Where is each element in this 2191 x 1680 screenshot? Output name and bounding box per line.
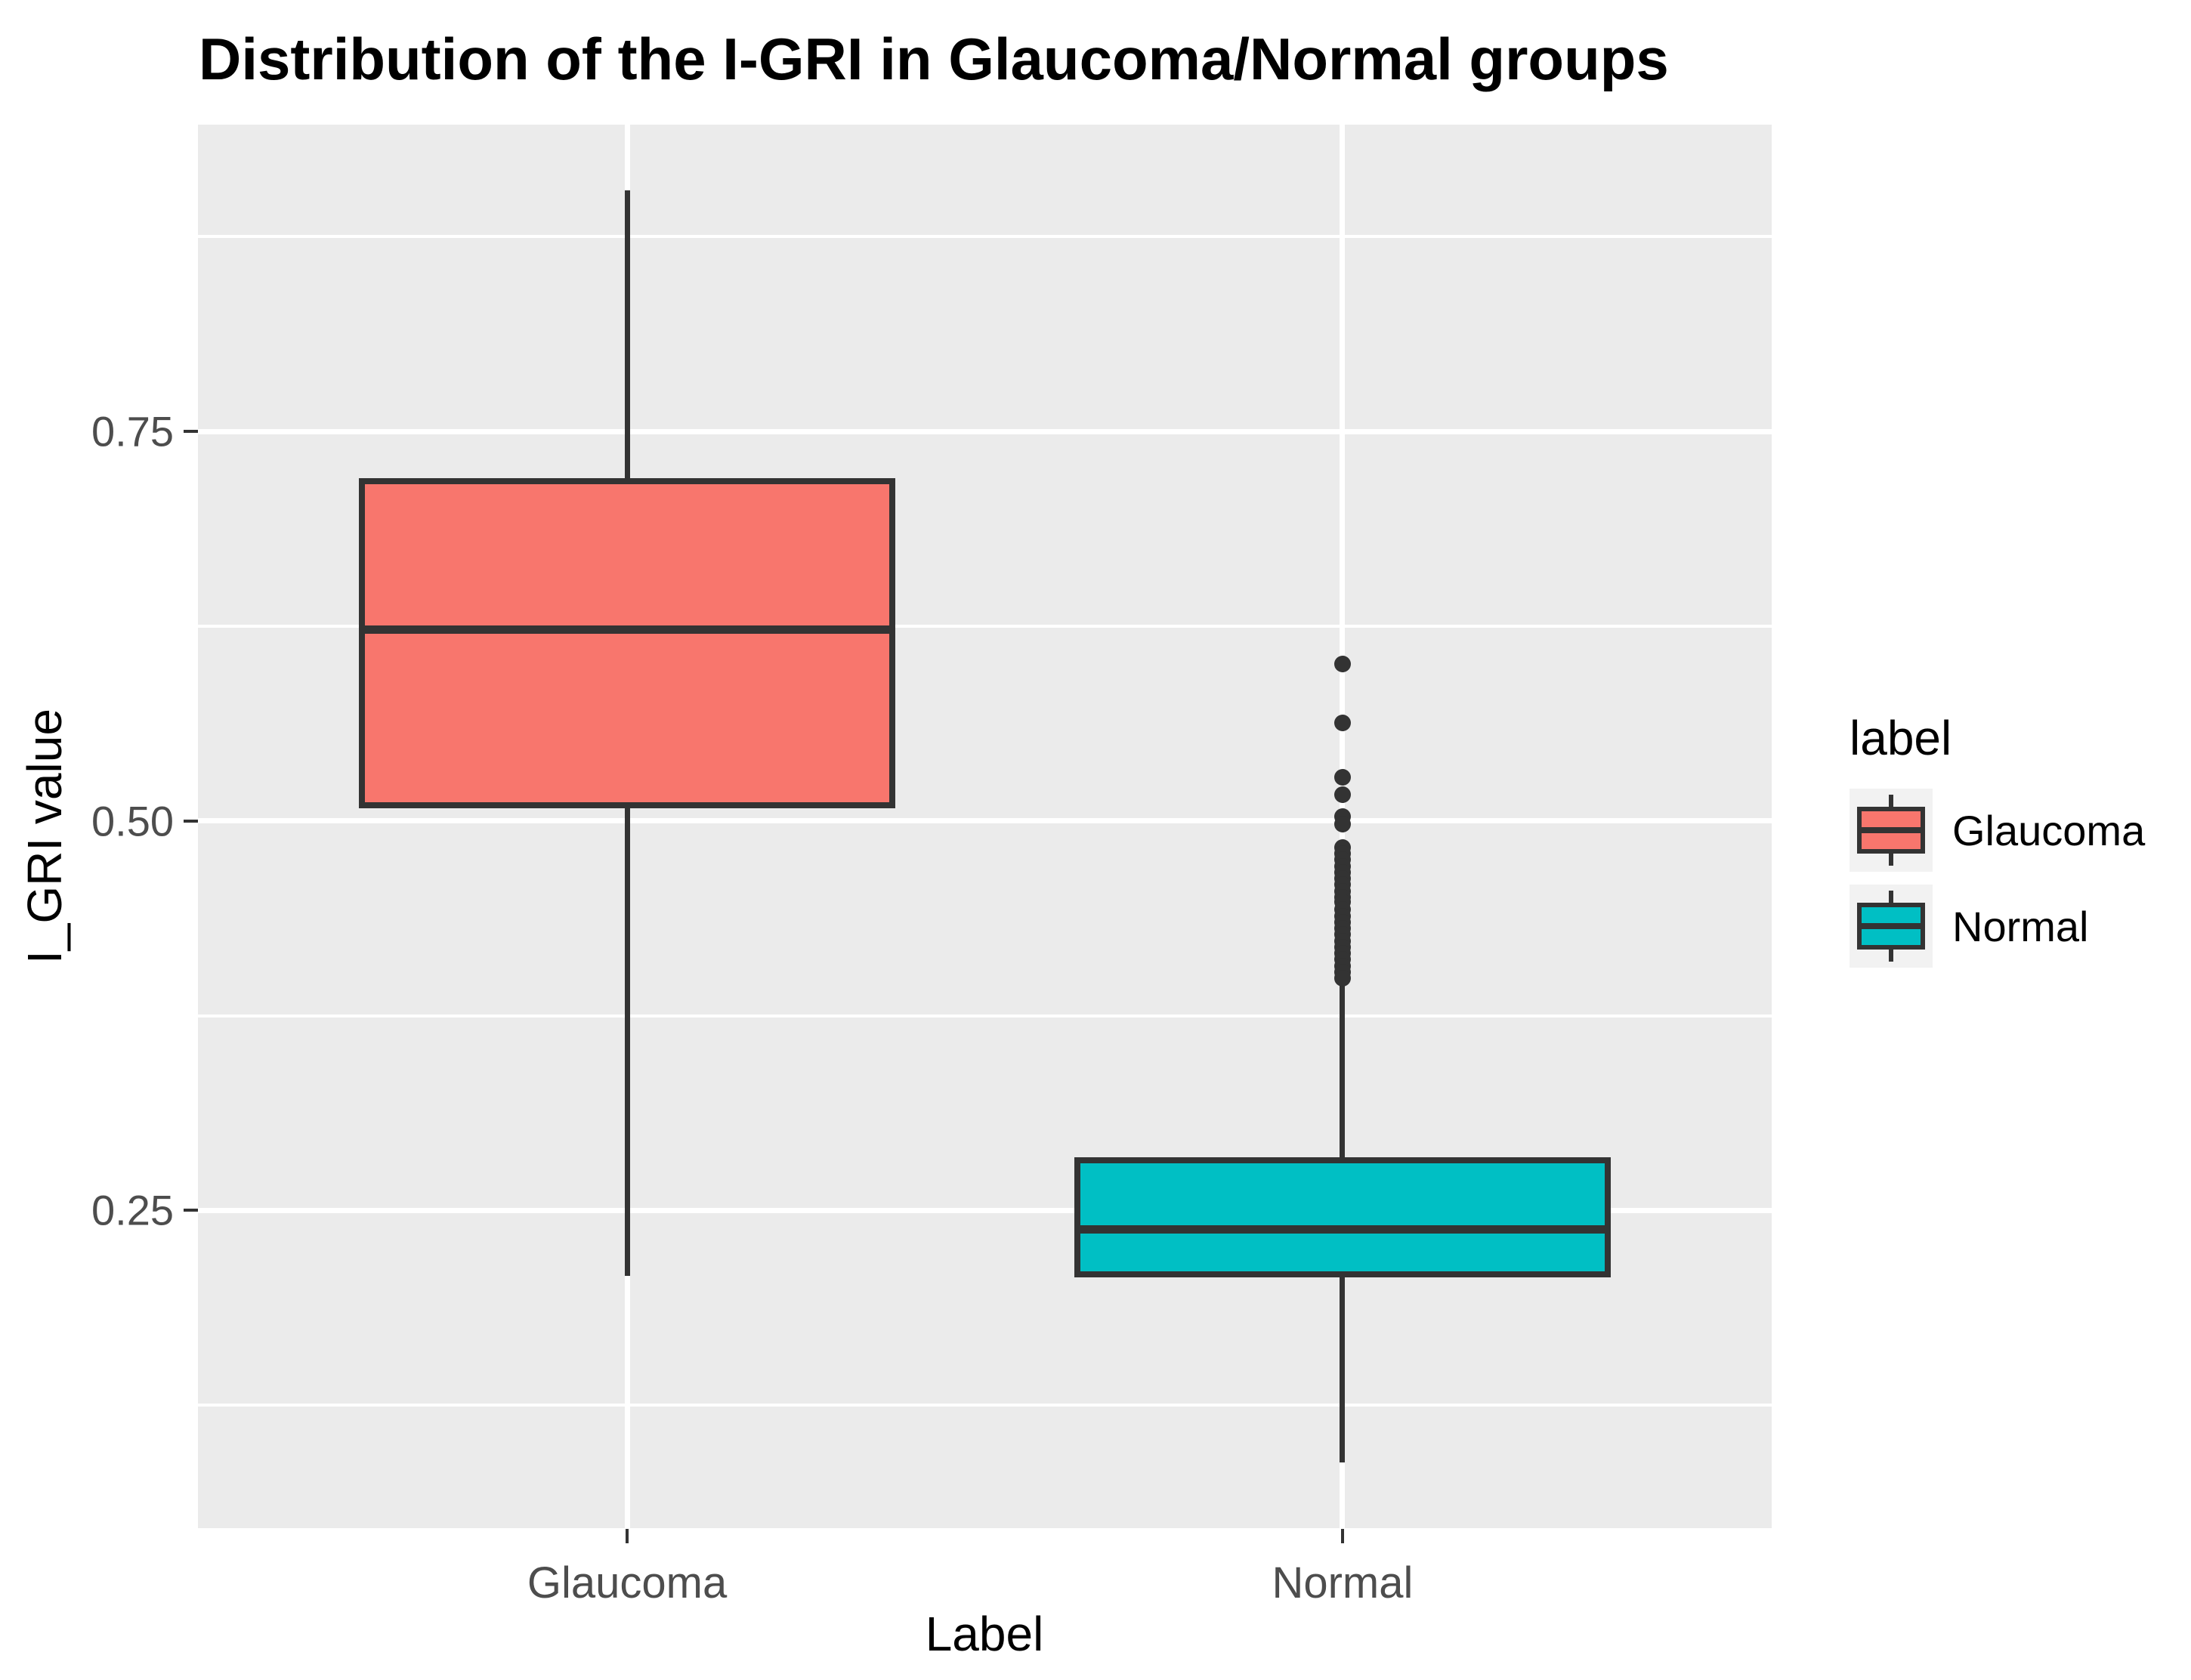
box-glaucoma xyxy=(359,478,896,809)
y-major-gridline xyxy=(198,428,1772,434)
legend-entry-normal: Normal xyxy=(1850,885,2145,968)
y-major-gridline xyxy=(198,1207,1772,1213)
whisker-upper-glaucoma xyxy=(624,190,630,479)
y-minor-gridline xyxy=(198,1014,1772,1018)
median-line-glaucoma xyxy=(359,625,896,634)
y-minor-gridline xyxy=(198,235,1772,239)
y-tick-label: 0.50 xyxy=(91,797,174,845)
outlier-point-normal xyxy=(1333,655,1351,672)
outlier-point-normal xyxy=(1333,786,1351,803)
outlier-point-normal xyxy=(1333,769,1351,786)
outlier-point-normal xyxy=(1333,714,1351,731)
x-tick-mark xyxy=(626,1529,629,1543)
x-tick-label-glaucoma: Glaucoma xyxy=(527,1558,728,1607)
whisker-lower-normal xyxy=(1340,1277,1346,1463)
y-minor-gridline xyxy=(198,625,1772,628)
legend-label-glaucoma: Glaucoma xyxy=(1952,806,2146,854)
plot-panel xyxy=(198,125,1772,1528)
whisker-lower-glaucoma xyxy=(624,808,630,1276)
chart-title: Distribution of the I-GRI in Glaucoma/No… xyxy=(199,26,1669,92)
y-tick-mark xyxy=(184,819,198,823)
outlier-point-normal xyxy=(1333,815,1351,832)
x-tick-label-normal: Normal xyxy=(1272,1558,1414,1607)
legend-glyph-median xyxy=(1857,923,1925,929)
legend: label Glaucoma Normal xyxy=(1850,710,2145,968)
legend-glyph-median xyxy=(1857,827,1925,833)
y-tick-mark xyxy=(184,430,198,434)
x-axis-title: Label xyxy=(925,1607,1044,1661)
y-tick-label: 0.25 xyxy=(91,1186,174,1234)
y-tick-mark xyxy=(184,1209,198,1212)
legend-entries: Glaucoma Normal xyxy=(1850,789,2145,968)
median-line-normal xyxy=(1074,1224,1611,1234)
y-minor-gridline xyxy=(198,1404,1772,1407)
y-major-gridline xyxy=(198,818,1772,824)
box-normal xyxy=(1074,1157,1611,1277)
outlier-point-normal xyxy=(1333,970,1351,987)
x-tick-mark xyxy=(1340,1529,1344,1543)
legend-title: label xyxy=(1850,711,1952,765)
legend-label-normal: Normal xyxy=(1952,902,2089,950)
y-axis-title: I_GRI value xyxy=(17,709,72,964)
legend-key-normal xyxy=(1850,885,1933,968)
whisker-upper-normal xyxy=(1340,981,1346,1158)
legend-key-glaucoma xyxy=(1850,789,1933,872)
legend-entry-glaucoma: Glaucoma xyxy=(1850,789,2145,872)
y-tick-label: 0.75 xyxy=(91,407,174,456)
